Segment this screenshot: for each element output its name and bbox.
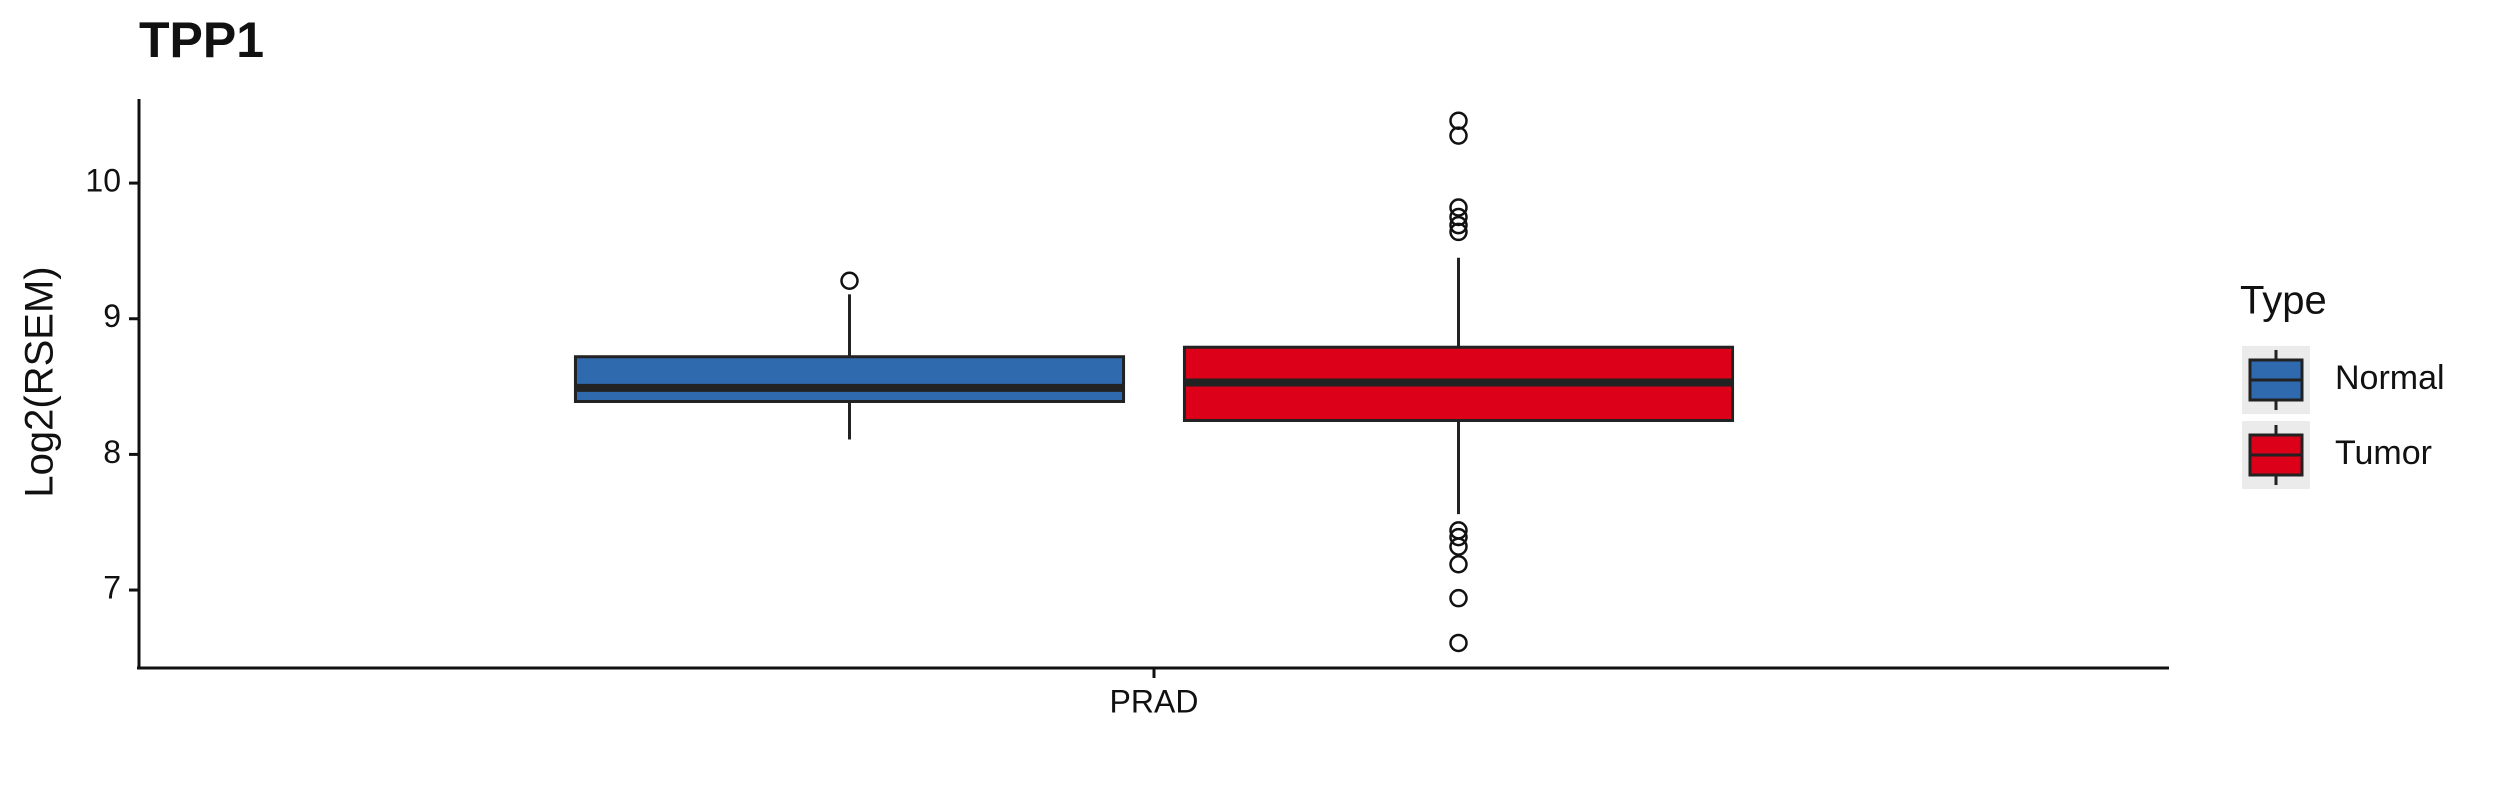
outlier — [1449, 198, 1468, 217]
outlier — [1449, 126, 1468, 145]
box — [573, 355, 1126, 403]
y-tick-label: 8 — [103, 434, 121, 470]
outlier — [1449, 215, 1468, 235]
legend-label: Normal — [2335, 359, 2445, 397]
legend-label: Tumor — [2335, 434, 2432, 472]
outlier — [1449, 527, 1468, 547]
legend-title: Type — [2240, 279, 2327, 323]
y-tick-label: 7 — [103, 569, 121, 605]
x-tick-label: PRAD — [1110, 683, 1199, 719]
outlier — [1449, 222, 1468, 242]
outlier — [1449, 633, 1468, 653]
outlier — [840, 271, 859, 291]
y-axis-label: Log2(RSEM) — [18, 266, 62, 497]
outlier — [1449, 555, 1468, 574]
chart-title: TPP1 — [139, 12, 264, 68]
y-tick-label: 9 — [103, 298, 121, 334]
outlier — [1449, 537, 1468, 556]
y-tick-label: 10 — [85, 163, 121, 199]
outlier — [1449, 588, 1468, 608]
outlier — [1449, 111, 1468, 130]
